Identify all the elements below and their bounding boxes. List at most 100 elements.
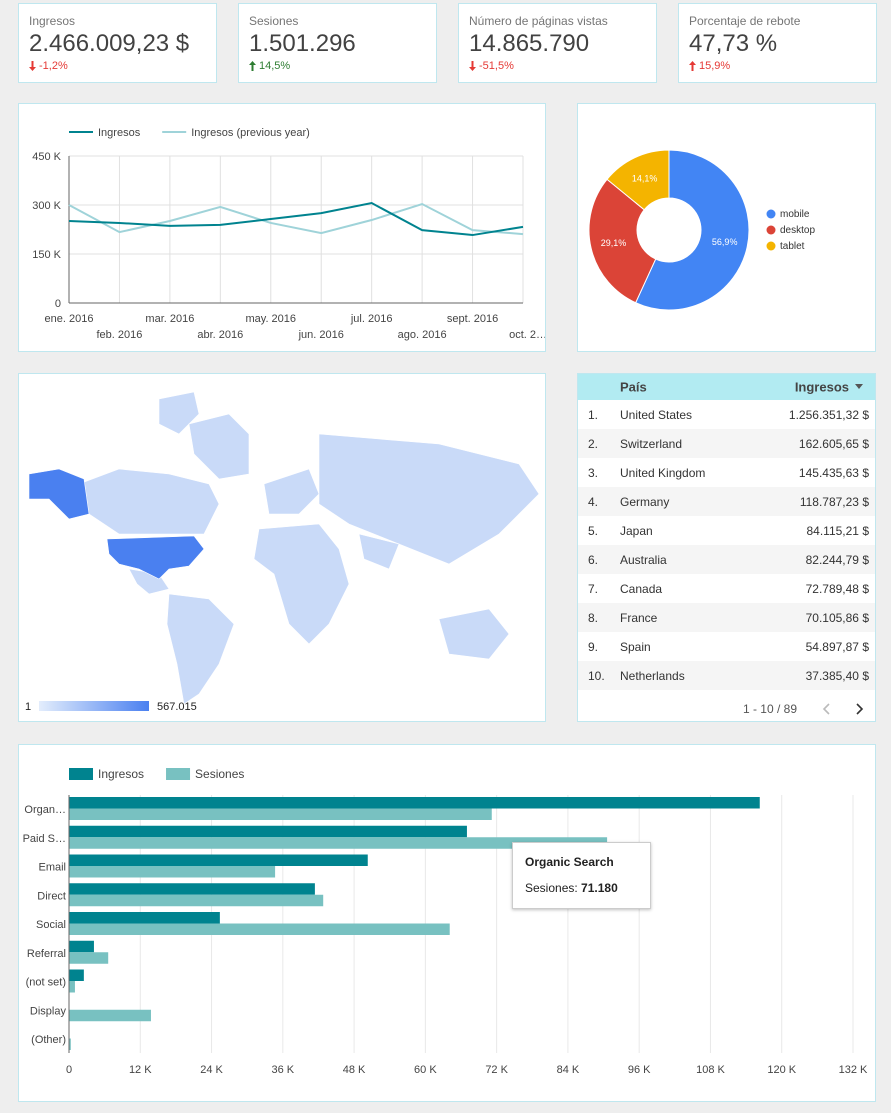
scorecard: Ingresos 2.466.009,23 $ -1,2% (18, 3, 217, 83)
arrow-shape (689, 61, 696, 71)
y-tick-label: 450 K (32, 151, 61, 163)
bar (69, 837, 608, 849)
revenue: 70.105,86 $ (805, 610, 869, 625)
pie-slice (634, 149, 750, 311)
rank: 5. (588, 523, 599, 538)
pie-chart: 56,9% mobile 29,1% desktop 14,1% tablet (588, 149, 815, 311)
revenue: 1.256.351,32 $ (788, 407, 869, 422)
table-row: 4. Germany 118.787,23 $ (578, 487, 875, 516)
alaska (28, 468, 90, 520)
y-tick-label: Display (30, 1005, 67, 1017)
delta-text: 15,9% (699, 60, 731, 72)
table-row: 7. Canada 72.789,48 $ (578, 574, 875, 603)
x-tick-label: 24 K (200, 1064, 223, 1076)
delta-text: -51,5% (479, 60, 514, 72)
scorecard-delta: 14,5% (249, 60, 290, 72)
delta-arrow (249, 61, 256, 71)
rank: 4. (588, 494, 599, 509)
table-row: 10. Netherlands 37.385,40 $ (578, 661, 875, 690)
table-row: 1. United States 1.256.351,32 $ (578, 400, 875, 429)
table-row: 6. Australia 82.244,79 $ (578, 545, 875, 574)
table-row: 8. France 70.105,86 $ (578, 603, 875, 632)
bar (69, 969, 84, 981)
bar (69, 940, 94, 953)
table-row: 5. Japan 84.115,21 $ (578, 516, 875, 545)
tooltip-label: Sesiones: (525, 881, 578, 895)
legend-swatch (766, 241, 776, 251)
y-tick-label: (not set) (26, 977, 66, 989)
country: Netherlands (620, 668, 685, 683)
legend-label: Ingresos (98, 127, 141, 139)
table-row: 3. United Kingdom 145.435,63 $ (578, 458, 875, 487)
south-america (166, 593, 235, 705)
country: Australia (620, 552, 667, 567)
sort-icon[interactable] (855, 384, 863, 390)
prev-page[interactable] (821, 703, 831, 715)
pagination: 1 - 10 / 89 (742, 702, 797, 716)
slice-label: 56,9% (712, 237, 738, 247)
table-footer: 1 - 10 / 89 (578, 694, 875, 723)
legend-label: Ingresos (98, 767, 144, 781)
scorecard-value: 14.865.790 (469, 30, 590, 57)
bar (69, 866, 276, 878)
europe (263, 468, 320, 515)
x-tick-label: jun. 2016 (298, 329, 344, 341)
scorecard-value: 2.466.009,23 $ (29, 30, 190, 57)
rank: 1. (588, 407, 599, 422)
tooltip-title: Organic Search (525, 855, 614, 869)
table-card: País Ingresos 1. United States 1.256.351,3… (577, 373, 876, 722)
x-tick-label: 48 K (343, 1064, 366, 1076)
map-legend-label: 1 (25, 701, 31, 713)
legend-swatch (166, 768, 191, 780)
bar (69, 1038, 71, 1050)
x-tick-label: 60 K (414, 1064, 437, 1076)
country: Japan (620, 523, 653, 538)
country: Switzerland (620, 436, 683, 451)
slice-label: 29,1% (601, 238, 627, 248)
scorecard: Porcentaje de rebote 47,73 % 15,9% (678, 3, 877, 83)
rank: 2. (588, 436, 599, 451)
map-legend-gradient (39, 701, 149, 711)
bar-card: 0 12 K 24 K 36 K 48 K 60 K 72 K 84 K 96 K 108 K 12… (18, 744, 876, 1102)
y-tick-label: 0 (55, 298, 61, 310)
column-header[interactable]: Ingresos (794, 379, 849, 395)
arrow-shape (469, 61, 476, 71)
y-tick-label: Social (36, 919, 66, 931)
table-row: 9. Spain 54.897,87 $ (578, 632, 875, 661)
y-tick-label: 300 K (32, 200, 61, 212)
scorecard-delta: -1,2% (29, 60, 68, 72)
x-tick-label: ago. 2016 (398, 329, 447, 341)
legend-swatch (766, 225, 776, 235)
y-tick-label: Organ… (24, 804, 66, 816)
bar (69, 1009, 151, 1022)
rank: 3. (588, 465, 599, 480)
revenue: 118.787,23 $ (799, 494, 869, 509)
revenue: 82.244,79 $ (805, 552, 869, 567)
map-card: 1 567.015 (18, 373, 546, 722)
greenland-north (188, 413, 250, 480)
tooltip-value: 71.180 (581, 881, 618, 895)
scorecard: Sesiones 1.501.296 14,5% (238, 3, 437, 83)
map-legend-label: 567.015 (157, 701, 197, 713)
scorecard-value: 47,73 % (689, 30, 778, 57)
bar (69, 808, 492, 820)
next-page[interactable] (855, 703, 865, 715)
legend-label: mobile (780, 209, 810, 220)
x-tick-label: 96 K (628, 1064, 651, 1076)
column-header[interactable]: País (620, 379, 647, 395)
delta-arrow (29, 61, 36, 71)
x-tick-label: 120 K (767, 1064, 796, 1076)
scorecard-delta: -51,5% (469, 60, 514, 72)
line-series (68, 201, 524, 237)
country: Spain (620, 639, 651, 654)
x-tick-label: jul. 2016 (350, 313, 393, 325)
country: United Kingdom (620, 465, 706, 480)
country: United States (620, 407, 693, 422)
arrow-shape (249, 61, 256, 71)
pie-card: 56,9% mobile 29,1% desktop 14,1% tablet (577, 103, 876, 352)
bar (69, 894, 324, 907)
rank: 6. (588, 552, 599, 567)
bar (69, 797, 760, 809)
revenue: 37.385,40 $ (805, 668, 869, 683)
